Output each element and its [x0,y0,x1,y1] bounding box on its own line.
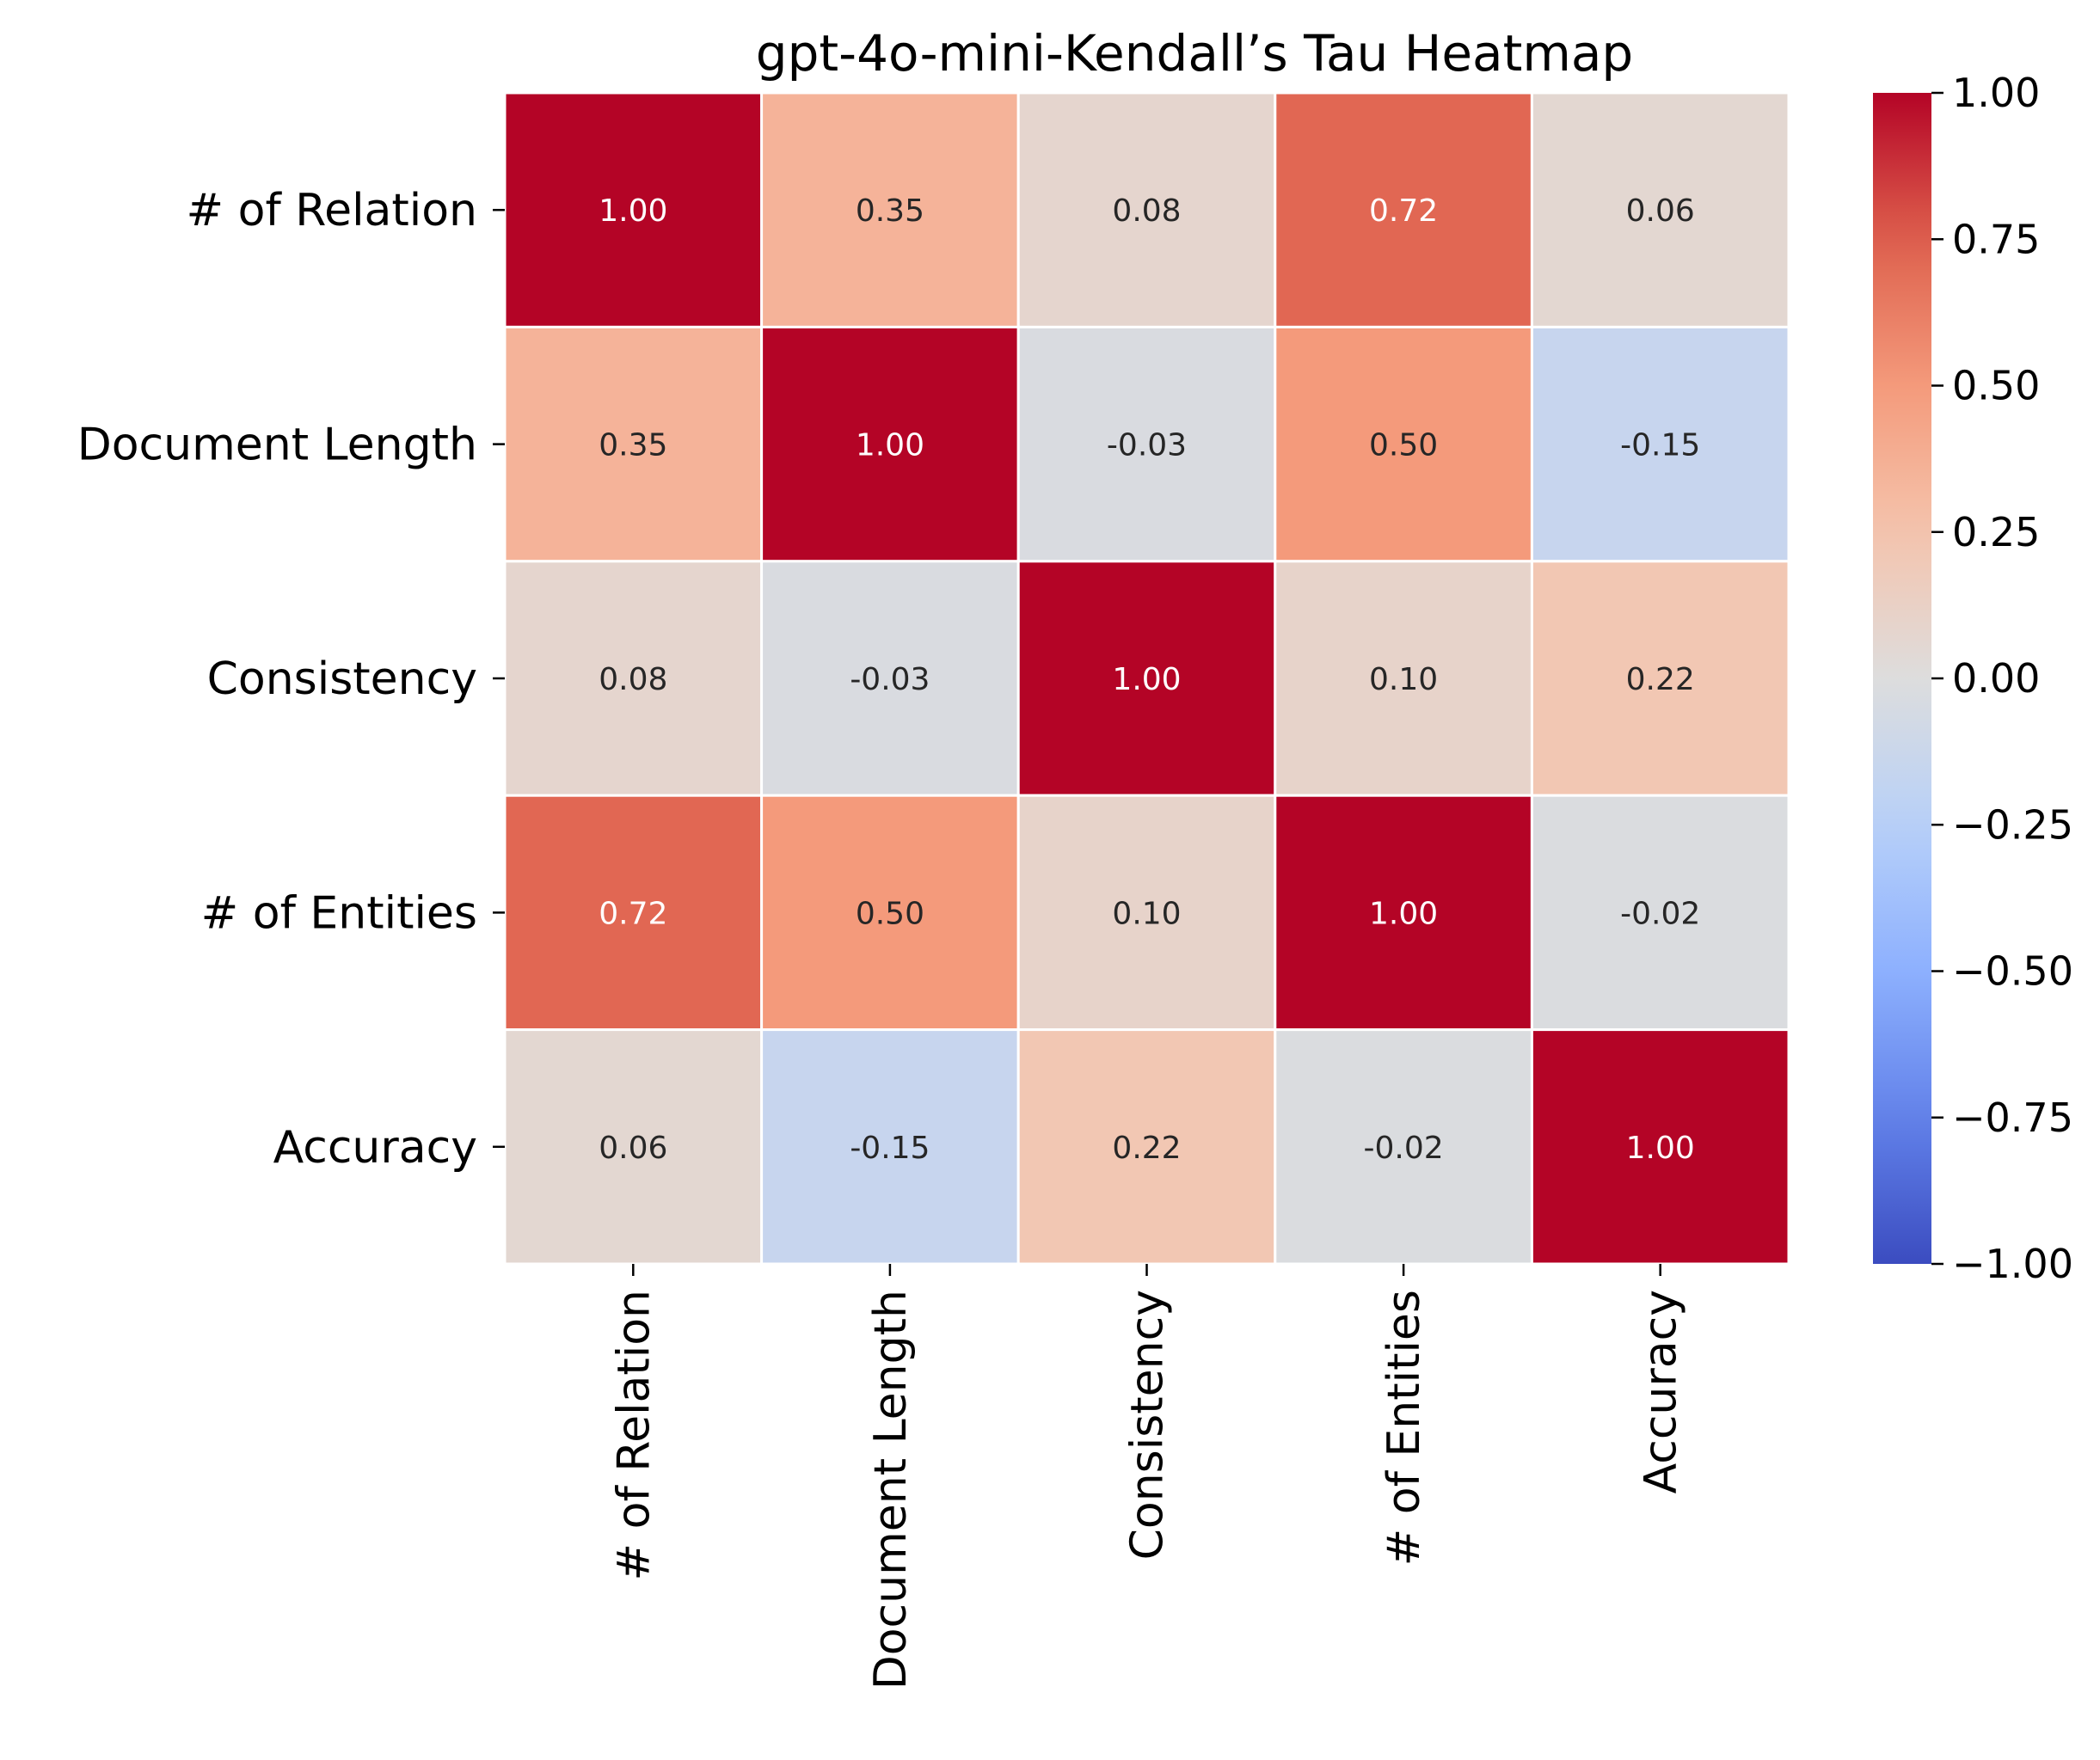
heatmap-cell [1530,560,1790,797]
cell-value-label: 1.00 [1112,662,1181,697]
colorbar-tick-label: 0.75 [1952,216,2040,262]
colorbar-tick-label: 0.50 [1952,363,2040,409]
x-tick-label: Accuracy [1636,1290,1687,1493]
heatmap-cell [1274,560,1533,797]
colorbar-gradient [1873,93,1931,1264]
heatmap-cell [1274,794,1533,1032]
heatmap-cell [1016,91,1277,328]
heatmap-cell [1016,1028,1277,1266]
y-tick-label: Consistency [207,653,477,705]
colorbar-tick-label: 1.00 [1952,70,2040,116]
colorbar: 1.00 0.75 0.50 0.25 0.00 −0.25 −0.50 −0.75 −1.00 [1873,70,2073,1287]
heatmap-cell [1016,794,1277,1032]
y-axis: # of Relation Document Length Consistency #… [77,185,505,1174]
cell-value-label: 0.72 [599,896,667,931]
y-tick-label: Accuracy [273,1122,477,1174]
heatmap-cell [1530,1028,1790,1266]
colorbar-tick-label: −0.50 [1952,948,2073,995]
heatmap-cell [1530,91,1790,328]
cell-value-label: 0.08 [599,662,667,697]
heatmap-cell [1016,325,1277,563]
y-tick-label: # of Relation [187,185,477,236]
x-tick-label: Consistency [1122,1290,1174,1560]
y-tick-label: Document Length [77,420,477,471]
colorbar-tick-label: −1.00 [1952,1241,2073,1287]
x-axis: # of Relation Document Length Consistency #… [608,1264,1687,1689]
colorbar-tick-label: 0.25 [1952,509,2040,555]
heatmap-cell [503,1028,764,1266]
cell-value-label: 1.00 [1626,1131,1695,1166]
cell-value-label: 0.35 [599,428,667,463]
cell-value-label: 0.50 [1369,428,1438,463]
heatmap-cell [760,794,1020,1032]
cell-value-label: 0.06 [1626,193,1695,229]
heatmap-cell [1530,325,1790,563]
colorbar-tick-label: 0.00 [1952,655,2040,702]
cell-value-label: 1.00 [1369,896,1438,931]
heatmap-cell-labels: 1.00 0.35 0.08 0.72 0.06 0.35 1.00 -0.03 0.50 -0.… [599,193,1700,1166]
heatmap-cells [503,91,1790,1266]
heatmap-cell [1530,794,1790,1032]
cell-value-label: 0.08 [1112,193,1181,229]
y-tick-label: # of Entities [201,887,477,939]
cell-value-label: -0.15 [1620,428,1700,463]
heatmap-cell [760,1028,1020,1266]
cell-value-label: -0.02 [1620,896,1700,931]
cell-value-label: 0.10 [1369,662,1438,697]
chart-title: gpt-4o-mini-Kendall’s Tau Heatmap [756,24,1633,83]
heatmap-cell [1274,91,1533,328]
cell-value-label: 1.00 [856,428,924,463]
cell-value-label: -0.03 [850,662,930,697]
colorbar-tick-label: −0.25 [1952,801,2073,848]
x-tick-label: Document Length [865,1290,917,1689]
heatmap-cell [503,325,764,563]
cell-value-label: 0.72 [1369,193,1438,229]
x-tick-label: # of Relation [608,1290,660,1580]
heatmap-cell [503,91,764,328]
cell-value-label: 0.50 [856,896,924,931]
heatmap-cell [1016,560,1277,797]
heatmap-cell [760,560,1020,797]
colorbar-tick-label: −0.75 [1952,1095,2073,1141]
cell-value-label: 0.06 [599,1131,667,1166]
cell-value-label: -0.15 [850,1131,930,1166]
cell-value-label: 0.22 [1112,1131,1181,1166]
cell-value-label: 1.00 [599,193,667,229]
cell-value-label: 0.10 [1112,896,1181,931]
heatmap-cell [760,91,1020,328]
cell-value-label: 0.22 [1626,662,1695,697]
cell-value-label: -0.03 [1107,428,1187,463]
x-tick-label: # of Entities [1379,1290,1430,1566]
cell-value-label: -0.02 [1364,1131,1444,1166]
cell-value-label: 0.35 [856,193,924,229]
